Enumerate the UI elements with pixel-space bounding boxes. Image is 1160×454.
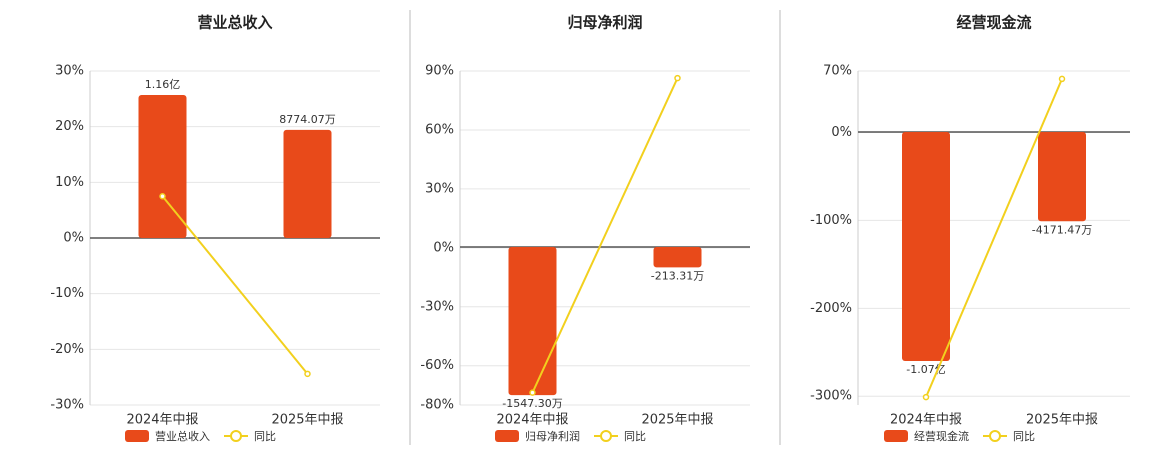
- line-point: [159, 193, 166, 200]
- value-label: 1.16亿: [145, 78, 181, 91]
- line-point: [674, 74, 681, 82]
- y-tick-label: 60%: [425, 122, 454, 137]
- y-tick-label: -300%: [810, 389, 852, 404]
- legend-swatch: [230, 430, 242, 442]
- y-tick-label: 90%: [425, 64, 454, 79]
- legend-label: 同比: [1013, 430, 1035, 443]
- legend-swatch: [884, 430, 908, 442]
- legend-swatch: [125, 430, 149, 442]
- line-point: [922, 393, 930, 401]
- y-tick-label: -10%: [50, 286, 84, 301]
- legend-label: 同比: [254, 430, 276, 443]
- x-tick-label: 2025年中报: [271, 413, 343, 428]
- y-tick-label: 30%: [55, 64, 84, 79]
- legend-swatch: [600, 430, 612, 442]
- bar: [508, 246, 557, 396]
- y-tick-label: 70%: [823, 64, 852, 79]
- line-point: [304, 370, 311, 378]
- y-tick-label: -30%: [50, 398, 84, 413]
- value-label: -213.31万: [651, 269, 704, 282]
- bar: [283, 129, 332, 238]
- y-tick-label: 10%: [55, 175, 84, 190]
- bar: [653, 246, 702, 268]
- legend-label: 归母净利润: [525, 429, 580, 443]
- y-tick-label: -60%: [420, 358, 454, 373]
- line: [531, 77, 679, 394]
- y-tick-label: -100%: [810, 213, 852, 228]
- line-point: [529, 389, 536, 396]
- y-tick-label: 0%: [63, 231, 84, 246]
- x-tick-label: 2024年中报: [126, 413, 198, 428]
- bar: [138, 95, 187, 238]
- y-tick-label: 0%: [831, 125, 852, 140]
- chart-title: 营业总收入: [197, 14, 272, 32]
- x-tick-label: 2025年中报: [1026, 413, 1098, 428]
- y-tick-label: 20%: [55, 119, 84, 134]
- legend-label: 同比: [624, 430, 646, 443]
- y-tick-label: 0%: [433, 240, 454, 255]
- y-tick-label: -200%: [810, 301, 852, 316]
- value-label: -1547.30万: [502, 397, 562, 410]
- x-tick-label: 2025年中报: [641, 413, 713, 428]
- legend-swatch: [989, 430, 1001, 442]
- y-tick-label: -20%: [50, 342, 84, 357]
- bar: [1038, 131, 1086, 222]
- x-tick-label: 2024年中报: [496, 413, 568, 428]
- chart-title: 经营现金流: [956, 14, 1031, 32]
- line-point: [1058, 75, 1066, 83]
- chart-title: 归母净利润: [567, 14, 642, 32]
- value-label: 8774.07万: [279, 113, 336, 126]
- line: [925, 78, 1063, 398]
- legend-label: 营业总收入: [155, 429, 210, 443]
- x-tick-label: 2024年中报: [890, 413, 962, 428]
- line: [161, 195, 309, 375]
- y-tick-label: -80%: [420, 398, 454, 413]
- value-label: -4171.47万: [1032, 223, 1092, 236]
- bar: [902, 131, 950, 362]
- legend-swatch: [495, 430, 519, 442]
- y-tick-label: 30%: [425, 181, 454, 196]
- y-tick-label: -30%: [420, 299, 454, 314]
- legend-label: 经营现金流: [914, 429, 969, 443]
